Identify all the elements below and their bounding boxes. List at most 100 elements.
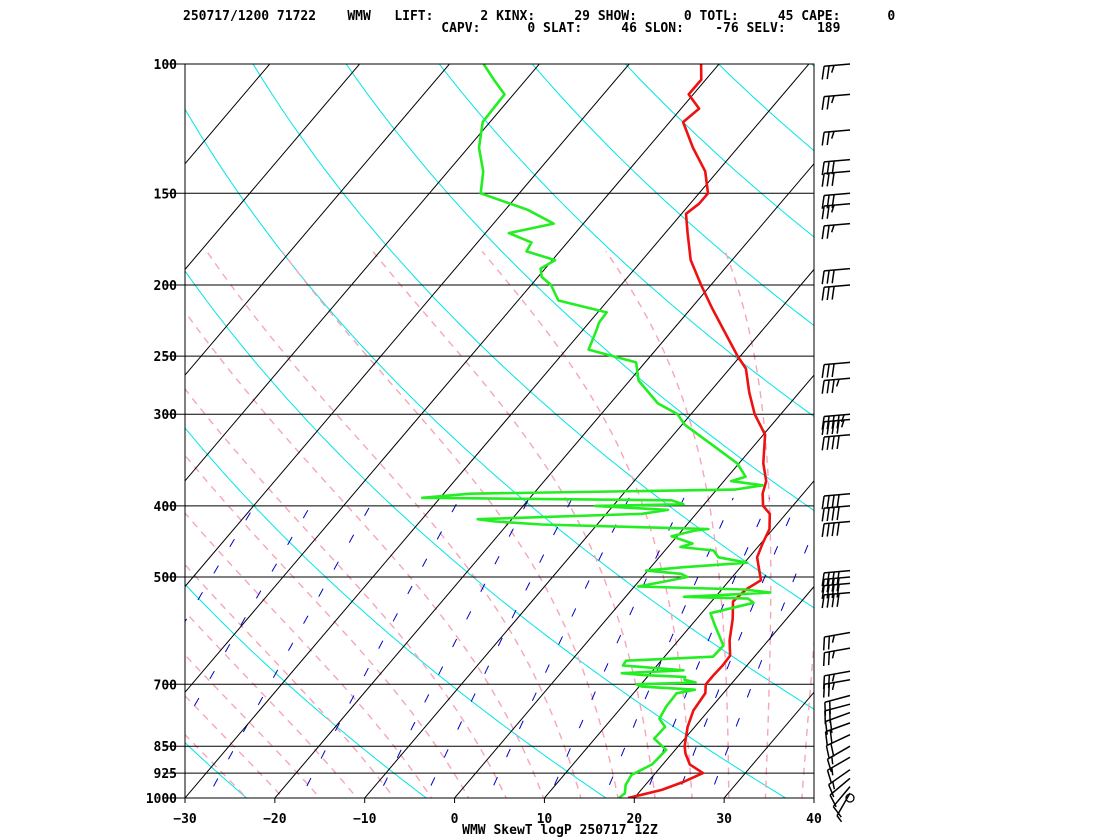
barb-flag [836,494,840,509]
wind-barb [826,756,851,784]
wind-barb [824,722,851,746]
isotherm-line [723,691,814,798]
mixing-ratio-line [644,497,770,798]
barb-flag [821,594,825,609]
barb-flag [831,436,835,450]
barb-shaft [824,631,851,638]
moist-adiabat [372,250,656,798]
isotherm-line [185,64,630,588]
barb-flag [827,674,831,689]
barb-flag [831,495,835,509]
barb-shaft [827,745,851,760]
barb-flag [831,578,835,592]
wind-barb [821,202,851,220]
barb-flag [826,172,830,187]
barb-flag [821,195,825,209]
barb-flag [821,225,825,240]
barb-flag [821,523,825,538]
barb-flag [826,507,830,522]
isotherm-line [0,30,208,813]
wind-barb [821,582,851,599]
barb-flag [821,270,825,285]
barb-flag [836,522,840,536]
barb-flag [832,806,842,818]
dry-adiabat [185,583,428,798]
barb-shaft [832,786,851,808]
wind-barb [821,267,851,285]
x-axis: −30 −20 −10 0 10 20 30 40 [173,798,822,827]
moist-adiabat [206,250,582,798]
barb-flag [821,508,825,522]
barb-flag [826,436,830,450]
wind-barb [821,63,851,80]
barb-shaft [824,284,851,288]
barb-flag [830,743,835,757]
barb-flag [836,415,840,429]
moist-adiabat [185,563,395,798]
moist-adiabat [185,454,470,798]
barb-flag [831,379,835,393]
barb-flag [826,415,830,430]
barb-half-flag [840,419,845,428]
x-tick-label: 20 [626,812,642,827]
wind-barb [821,413,851,430]
isotherm-line [0,30,29,813]
moist-adiabat [185,512,433,798]
pressure-label: 400 [154,500,178,515]
wind-barb [822,647,851,667]
barb-half-flag [831,650,835,659]
dewpoint-trace [420,64,772,798]
barb-shaft [824,520,851,525]
pressure-label: 150 [154,187,178,202]
barb-shaft [824,670,851,677]
wind-barb [826,745,851,773]
x-tick-label: −20 [263,812,287,827]
barb-flag [826,270,830,284]
barb-flag [831,415,835,429]
isotherm-line [185,64,271,165]
wind-barb [821,505,851,522]
barb-flag [836,506,840,521]
dry-adiabat [1069,48,1120,814]
barb-flag [821,161,825,176]
barb-flag [821,96,825,110]
header-line-1: 250717/1200 71722 WMW LIFT: 2 KINX: 29 S… [183,9,896,24]
wind-barb [821,591,851,609]
mixing-ratio-line [548,497,685,798]
barb-flag [826,770,833,784]
wind-barb [821,569,851,587]
barb-flag [821,585,825,599]
x-tick-label: 40 [806,812,822,827]
barb-flag [827,651,831,666]
barb-flag [826,572,830,586]
wind-barb [824,694,851,716]
dry-adiabat [252,64,814,609]
barb-flag [824,731,828,746]
wind-barbs [821,63,855,823]
barb-half-flag [840,414,845,423]
wind-barb [821,377,851,394]
wind-barb [821,222,851,240]
dry-adiabat [185,742,248,798]
barb-flag [826,495,830,509]
wind-barb [822,631,851,651]
barb-flag [821,132,825,146]
isotherm-line [185,64,361,271]
barb-shaft [824,129,851,134]
plot-frame [184,63,815,799]
barb-shaft [824,192,851,197]
wind-barb [821,192,851,209]
isotherm-line [185,64,810,798]
pressure-label: 1000 [146,792,177,807]
barb-half-flag [831,635,835,643]
barb-flag [821,205,825,220]
dry-adiabat [185,108,814,710]
barb-flag [821,364,825,378]
mixing-ratio-line [376,497,530,798]
barb-shaft [824,63,851,68]
moist-adiabat [185,733,248,798]
wind-barb [821,170,851,187]
y-axis: 100 150 200 250 300 400 500 700 850 925 1000 [146,58,177,807]
wind-barb [825,734,851,759]
barb-flag [821,287,825,301]
